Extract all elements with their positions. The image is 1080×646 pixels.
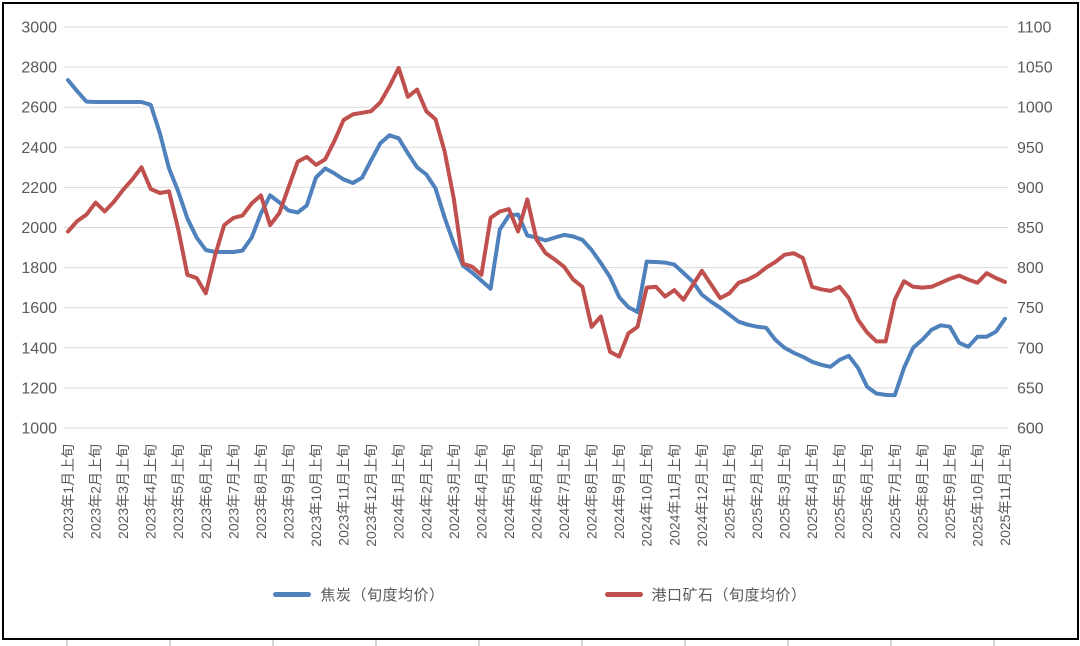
svg-text:2023年11月上旬: 2023年11月上旬 [336,444,352,546]
svg-text:2025年7月上旬: 2025年7月上旬 [887,444,903,539]
svg-text:2025年11月上旬: 2025年11月上旬 [997,444,1013,546]
svg-text:2025年6月上旬: 2025年6月上旬 [859,444,875,539]
svg-text:2024年6月上旬: 2024年6月上旬 [529,444,545,539]
legend-line-sample-coke [273,592,312,597]
svg-text:2025年5月上旬: 2025年5月上旬 [832,444,848,539]
svg-text:2025年3月上旬: 2025年3月上旬 [777,444,793,539]
svg-text:1000: 1000 [21,421,57,438]
ore-series-line [66,65,1007,359]
svg-text:2023年12月上旬: 2023年12月上旬 [363,444,379,547]
svg-text:1200: 1200 [21,380,57,397]
svg-text:2024年7月上旬: 2024年7月上旬 [556,444,572,539]
svg-text:2024年4月上旬: 2024年4月上旬 [473,444,489,539]
svg-text:1400: 1400 [21,340,57,357]
svg-text:2023年10月上旬: 2023年10月上旬 [308,444,324,547]
svg-text:1100: 1100 [1017,20,1052,37]
svg-text:2023年2月上旬: 2023年2月上旬 [88,444,104,539]
svg-text:800: 800 [1017,260,1044,277]
svg-text:2023年4月上旬: 2023年4月上旬 [143,444,159,539]
legend-line-sample-ore [604,592,643,597]
bottom-ruler-ticks [66,640,995,646]
svg-text:2400: 2400 [21,140,57,157]
legend-item-ore: 港口矿石（旬度均价） [604,584,807,605]
svg-text:2023年6月上旬: 2023年6月上旬 [198,444,214,539]
svg-text:2800: 2800 [21,60,57,77]
svg-text:2024年5月上旬: 2024年5月上旬 [501,444,517,539]
svg-text:2024年1月上旬: 2024年1月上旬 [391,444,407,539]
svg-text:2024年12月上旬: 2024年12月上旬 [694,444,710,547]
svg-text:2023年9月上旬: 2023年9月上旬 [280,444,296,539]
gridlines [64,26,1008,429]
svg-text:1000: 1000 [1017,100,1053,117]
svg-text:700: 700 [1017,340,1044,357]
legend-label-ore: 港口矿石（旬度均价） [651,587,807,604]
svg-text:3000: 3000 [21,20,57,37]
svg-text:1050: 1050 [1017,60,1053,77]
svg-text:2025年10月上旬: 2025年10月上旬 [969,444,985,547]
legend-item-coke: 焦炭（旬度均价） [273,584,444,605]
svg-text:650: 650 [1017,380,1044,397]
svg-text:2023年7月上旬: 2023年7月上旬 [225,444,241,539]
svg-text:900: 900 [1017,180,1044,197]
x-axis-labels: 2023年1月上旬 2023年2月上旬 2023年3月上旬 2023年4月上旬 2023… [60,444,1013,547]
svg-text:2024年10月上旬: 2024年10月上旬 [639,444,655,547]
svg-text:2024年11月上旬: 2024年11月上旬 [666,444,682,546]
svg-text:2600: 2600 [21,100,57,117]
svg-text:2023年5月上旬: 2023年5月上旬 [170,444,186,539]
legend-label-coke: 焦炭（旬度均价） [320,587,445,604]
svg-text:750: 750 [1017,300,1044,317]
legend: 焦炭（旬度均价） 港口矿石（旬度均价） [0,584,1080,605]
svg-text:2024年3月上旬: 2024年3月上旬 [446,444,462,539]
svg-text:2023年3月上旬: 2023年3月上旬 [115,444,131,539]
y-axis-right-labels: 1100 1050 1000 950 900 850 800 750 700 650 600 [1017,20,1053,438]
svg-text:2025年2月上旬: 2025年2月上旬 [749,444,765,539]
svg-text:2025年1月上旬: 2025年1月上旬 [721,444,737,539]
svg-text:850: 850 [1017,220,1044,237]
svg-text:2025年8月上旬: 2025年8月上旬 [914,444,930,539]
svg-text:2024年2月上旬: 2024年2月上旬 [418,444,434,539]
svg-text:2024年9月上旬: 2024年9月上旬 [611,444,627,539]
svg-text:2200: 2200 [21,180,57,197]
svg-text:600: 600 [1017,421,1044,438]
svg-text:2023年8月上旬: 2023年8月上旬 [253,444,269,539]
svg-text:950: 950 [1017,140,1044,157]
svg-text:2000: 2000 [21,220,57,237]
svg-text:2023年1月上旬: 2023年1月上旬 [60,444,76,539]
svg-text:2025年9月上旬: 2025年9月上旬 [942,444,958,539]
svg-text:1800: 1800 [21,260,57,277]
svg-text:2025年4月上旬: 2025年4月上旬 [804,444,820,539]
y-axis-left-labels: 3000 2800 2600 2400 2200 2000 1800 1600 1400 1200… [21,20,57,438]
svg-text:1600: 1600 [21,300,57,317]
svg-text:2024年8月上旬: 2024年8月上旬 [584,444,600,539]
